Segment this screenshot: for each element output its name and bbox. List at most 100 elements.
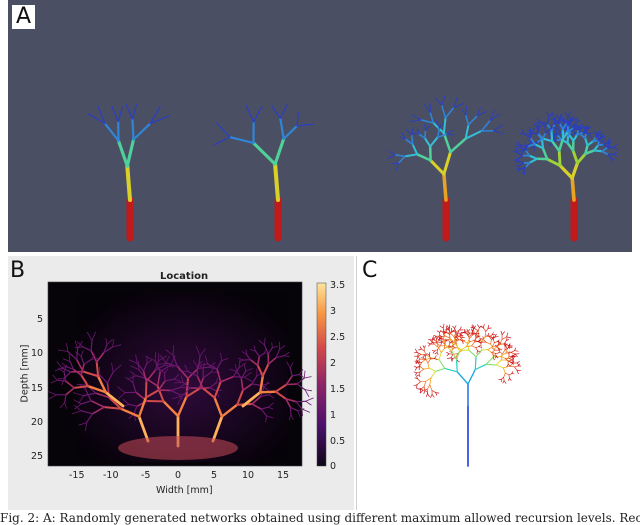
- tree-branch: [475, 364, 486, 369]
- vessel-branch: [524, 172, 525, 175]
- ulm-vessel: [97, 362, 98, 376]
- y-tick: 10: [31, 348, 43, 359]
- tree-branch: [476, 348, 478, 351]
- colorbar-tick: 3.5: [330, 280, 345, 291]
- panel-divider: [356, 256, 357, 510]
- tree-branch: [429, 344, 431, 346]
- vessel-branch: [570, 124, 572, 127]
- tree-branch: [453, 326, 455, 328]
- tree-branch: [438, 347, 441, 352]
- tree-branch: [428, 354, 430, 356]
- vessel-branch: [411, 115, 420, 120]
- panel-a-renders: A: [8, 0, 632, 252]
- tree-branch: [503, 368, 505, 373]
- x-tick: 15: [277, 470, 289, 481]
- tree-branch: [426, 394, 427, 397]
- vessel-branch: [275, 139, 284, 164]
- tree-branch: [445, 336, 449, 338]
- vessel-branch: [571, 134, 575, 136]
- tree-branch: [436, 393, 439, 394]
- vessel-branch: [388, 155, 395, 159]
- tree-branch: [430, 395, 432, 398]
- vessel-branch: [614, 152, 617, 154]
- vessel-branch: [530, 159, 538, 163]
- tree-branch: [423, 346, 424, 348]
- panel-c-tree: C: [358, 256, 632, 510]
- tree-branch: [430, 385, 432, 391]
- vessel-branch: [413, 145, 418, 155]
- x-axis-label: Width [mm]: [156, 485, 213, 496]
- tree-branch: [436, 336, 437, 339]
- synthetic-tree: [358, 256, 632, 510]
- vessel-branch: [431, 160, 444, 174]
- colorbar-tick: 1.5: [330, 384, 345, 395]
- tree-branch: [440, 331, 442, 333]
- vessel-branch: [518, 148, 522, 149]
- vessel-branch: [396, 163, 398, 170]
- tree-branch: [509, 359, 512, 360]
- tree-branch: [457, 372, 468, 384]
- tree-branch: [420, 369, 424, 372]
- vessel-branch: [254, 143, 276, 164]
- tree-branch: [426, 360, 428, 363]
- tree-branch: [421, 354, 426, 355]
- vessel-branch: [119, 141, 128, 166]
- tree-branch: [472, 346, 476, 348]
- tree-branch: [485, 336, 490, 337]
- tree-branch: [421, 349, 424, 351]
- tree-branch: [463, 341, 464, 343]
- tree-branch: [467, 329, 468, 331]
- tree-branch: [509, 360, 511, 361]
- vessel-branch: [444, 174, 446, 200]
- tree-branch: [428, 359, 431, 363]
- vessel-branch: [481, 120, 490, 131]
- tree-branch: [429, 339, 433, 340]
- x-tick: -5: [141, 470, 150, 481]
- tree-branch: [446, 326, 447, 330]
- tree-branch: [434, 356, 436, 359]
- vessel-branch: [280, 118, 283, 139]
- tree-branch: [451, 354, 453, 358]
- tree-branch: [486, 342, 491, 344]
- tree-branch: [483, 325, 484, 328]
- vessel-branch: [602, 140, 605, 142]
- tree-branch: [419, 349, 422, 350]
- tree-branch: [475, 357, 476, 370]
- vessel-branch: [451, 139, 466, 152]
- vessel-branch: [430, 112, 433, 123]
- tree-branch: [431, 371, 436, 378]
- tree-branch: [427, 385, 430, 390]
- vessel-branch: [532, 133, 538, 134]
- vessel-branch: [426, 126, 430, 131]
- vessel-branch: [534, 124, 537, 128]
- vessel-branch: [538, 129, 539, 134]
- vessel-branch: [585, 138, 587, 145]
- tree-branch: [501, 377, 503, 379]
- tree-branch: [439, 353, 441, 360]
- tree-branch: [491, 339, 492, 344]
- vessel-branch: [439, 123, 443, 128]
- tree-branch: [515, 348, 516, 351]
- vessel-branch: [425, 105, 431, 112]
- vessel-branch: [599, 131, 600, 134]
- tree-branch: [504, 373, 506, 377]
- tree-branch: [428, 394, 430, 397]
- tree-branch: [492, 343, 494, 347]
- vessel-branch: [572, 163, 577, 178]
- tree-branch: [511, 351, 515, 353]
- vessel-branch: [444, 152, 451, 174]
- tree-branch: [449, 354, 453, 355]
- vessel-branch: [572, 178, 574, 200]
- tree-branch: [443, 324, 444, 328]
- tree-branch: [418, 379, 421, 382]
- tree-branch: [509, 374, 512, 375]
- vessel-branch: [284, 126, 297, 139]
- tree-branch: [420, 347, 421, 349]
- vessel-branch: [447, 134, 454, 135]
- tree-branch: [424, 391, 425, 394]
- vessel-branch: [552, 131, 553, 141]
- tree-branch: [507, 333, 508, 337]
- vessel-branch: [444, 133, 451, 152]
- tree-branch: [415, 349, 417, 352]
- vessel-branch: [494, 125, 503, 131]
